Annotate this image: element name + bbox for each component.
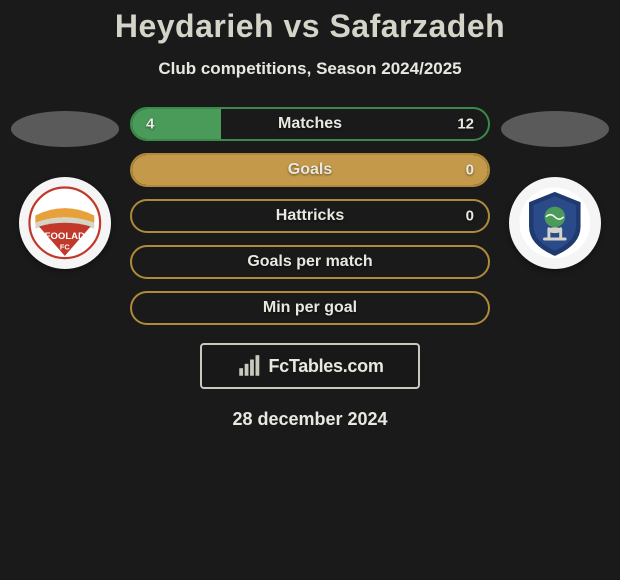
right-club-badge[interactable] xyxy=(509,177,601,269)
malavan-logo-icon xyxy=(518,186,592,260)
stat-value-right: 0 xyxy=(466,208,474,225)
page-title: Heydarieh vs Safarzadeh xyxy=(0,8,620,45)
brand-box[interactable]: FcTables.com xyxy=(200,343,420,389)
subtitle: Club competitions, Season 2024/2025 xyxy=(0,59,620,79)
stat-bar-goals-per-match: Goals per match xyxy=(130,245,490,279)
vs-text: vs xyxy=(283,8,320,44)
player2-name: Safarzadeh xyxy=(329,8,505,44)
svg-text:FOOLAD: FOOLAD xyxy=(45,231,85,242)
left-club-badge[interactable]: FOOLAD FC xyxy=(19,177,111,269)
stat-value-right: 12 xyxy=(457,116,474,133)
left-ellipse-placeholder xyxy=(11,111,119,147)
stat-bar-hattricks: Hattricks 0 xyxy=(130,199,490,233)
stat-label: Min per goal xyxy=(263,299,357,317)
svg-text:FC: FC xyxy=(60,242,70,251)
comparison-widget: Heydarieh vs Safarzadeh Club competition… xyxy=(0,0,620,430)
player1-name: Heydarieh xyxy=(115,8,274,44)
stats-column: Matches 4 12 Goals 0 Hattricks 0 Goals per matc… xyxy=(130,107,490,325)
right-column xyxy=(500,107,610,269)
right-ellipse-placeholder xyxy=(501,111,609,147)
stat-label: Hattricks xyxy=(276,207,344,225)
left-column: FOOLAD FC xyxy=(10,107,120,269)
stat-value-right: 0 xyxy=(466,162,474,179)
foolad-logo-icon: FOOLAD FC xyxy=(28,186,102,260)
stat-bar-min-per-goal: Min per goal xyxy=(130,291,490,325)
stat-label: Goals per match xyxy=(247,253,372,271)
chart-icon xyxy=(236,353,262,379)
stat-bar-goals: Goals 0 xyxy=(130,153,490,187)
stat-value-left: 4 xyxy=(146,116,154,133)
stat-label: Matches xyxy=(278,115,342,133)
stat-label: Goals xyxy=(288,161,332,179)
date-text: 28 december 2024 xyxy=(0,409,620,430)
stat-bar-matches: Matches 4 12 xyxy=(130,107,490,141)
main-row: FOOLAD FC Matches412Goals0Hattricks0Goal… xyxy=(0,107,620,325)
brand-text: FcTables.com xyxy=(268,356,383,377)
